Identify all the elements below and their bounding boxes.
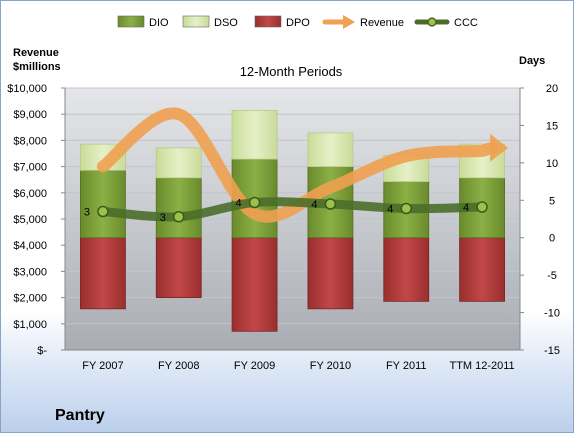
legend-swatch-dso xyxy=(182,15,210,28)
dio-bar xyxy=(80,169,126,239)
legend-swatch-dio xyxy=(117,15,145,28)
revenue-arrowhead xyxy=(490,133,509,162)
left-tick-label: $5,000 xyxy=(13,214,47,226)
legend-label-dpo: DPO xyxy=(286,17,310,29)
ccc-data-label: 4 xyxy=(311,199,317,211)
left-tick-label: $6,000 xyxy=(13,188,47,200)
right-tick-label: -10 xyxy=(544,308,560,320)
ccc-point xyxy=(248,196,261,209)
legend-swatch-ccc-marker xyxy=(427,17,437,27)
category-label: FY 2010 xyxy=(310,360,351,372)
left-axis-label-line1: Revenue xyxy=(13,47,59,59)
ccc-data-label: 4 xyxy=(236,198,242,210)
ccc-line xyxy=(98,197,487,222)
dpo-bar xyxy=(459,237,505,302)
ccc-data-label: 4 xyxy=(463,202,469,214)
dso-bar xyxy=(155,147,202,179)
dso-bar xyxy=(307,132,354,168)
right-tick-label: -15 xyxy=(544,345,560,357)
left-tick-label: $9,000 xyxy=(13,109,47,121)
left-tick-label: $7,000 xyxy=(13,162,47,174)
legend-swatch-revenue-head xyxy=(343,15,355,29)
category-label: TTM 12-2011 xyxy=(449,360,514,372)
category-label: FY 2011 xyxy=(386,360,427,372)
ccc-point xyxy=(476,201,488,213)
legend-label-revenue: Revenue xyxy=(360,17,404,29)
chart-title: 12-Month Periods xyxy=(240,64,343,79)
left-tick-label: $3,000 xyxy=(13,266,47,278)
ccc-data-label: 3 xyxy=(84,207,90,219)
ccc-point xyxy=(324,198,337,210)
left-tick-label: $2,000 xyxy=(13,293,47,305)
company-name: Pantry xyxy=(55,407,105,424)
ccc-point xyxy=(97,205,109,218)
left-tick-label: $8,000 xyxy=(13,135,47,147)
dso-bar xyxy=(231,110,278,160)
ccc-data-label: 3 xyxy=(160,212,166,224)
right-axis-label: Days xyxy=(519,55,545,67)
ccc-point xyxy=(173,211,185,223)
right-tick-label: 0 xyxy=(549,233,555,245)
left-tick-label: $1,000 xyxy=(13,319,47,331)
legend-label-ccc: CCC xyxy=(454,17,478,29)
legend-label-dso: DSO xyxy=(214,17,238,29)
dpo-bar xyxy=(80,237,126,310)
category-label: FY 2009 xyxy=(234,360,275,372)
dio-bar xyxy=(155,177,202,239)
legend-swatch-dpo xyxy=(254,15,282,28)
left-tick-label: $4,000 xyxy=(13,240,47,252)
dpo-bar xyxy=(383,237,430,302)
category-label: FY 2007 xyxy=(82,360,123,372)
category-label: FY 2008 xyxy=(158,360,199,372)
ccc-point xyxy=(400,202,412,215)
legend-label-dio: DIO xyxy=(149,17,169,29)
left-tick-label: $10,000 xyxy=(7,83,47,95)
dpo-bar xyxy=(231,237,278,332)
right-tick-label: 20 xyxy=(546,83,558,95)
revenue-arrow-line xyxy=(96,107,499,223)
left-tick-label: $- xyxy=(37,345,47,357)
right-tick-label: 5 xyxy=(549,195,555,207)
right-tick-label: 10 xyxy=(546,158,558,170)
dpo-bar xyxy=(155,237,202,298)
left-axis-label-line2: $millions xyxy=(13,61,61,73)
right-tick-label: 15 xyxy=(546,120,558,132)
ccc-data-label: 4 xyxy=(387,204,393,216)
right-tick-label: -5 xyxy=(547,270,557,282)
dpo-bar xyxy=(307,237,354,310)
